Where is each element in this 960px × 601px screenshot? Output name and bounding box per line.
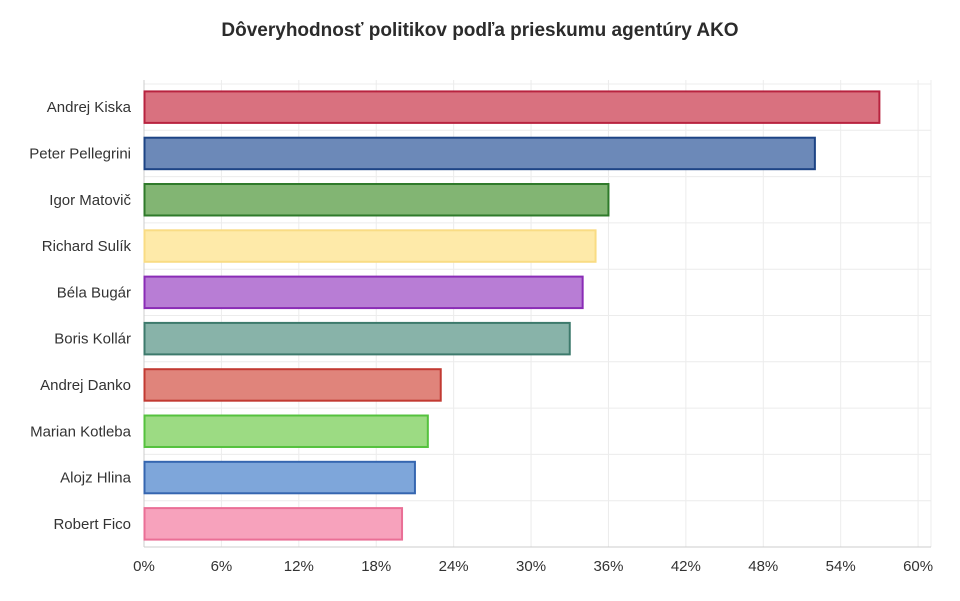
x-tick-label: 24% <box>439 558 469 575</box>
category-label: Richard Sulík <box>42 238 132 255</box>
category-label: Marian Kotleba <box>30 423 132 440</box>
bar <box>143 414 429 448</box>
category-label: Boris Kollár <box>54 331 131 348</box>
x-tick-label: 12% <box>284 558 314 575</box>
bar <box>143 275 584 310</box>
x-tick-label: 54% <box>826 558 856 575</box>
x-tick-label: 36% <box>593 558 623 575</box>
category-label: Andrej Danko <box>40 377 131 394</box>
chart-title: Dôveryhodnosť politikov podľa prieskumu … <box>221 20 739 41</box>
bar <box>143 460 416 495</box>
bar <box>143 229 597 263</box>
x-tick-label: 0% <box>133 558 155 575</box>
x-tick-label: 48% <box>748 558 778 575</box>
category-label: Alojz Hlina <box>60 470 132 487</box>
bars <box>143 90 881 541</box>
category-labels: Andrej Kiska Peter Pellegrini Igor Matovič… <box>29 99 131 533</box>
bar <box>143 136 816 171</box>
x-tick-label: 60% <box>903 558 933 575</box>
category-label: Igor Matovič <box>49 192 131 209</box>
bar <box>143 90 881 124</box>
x-tick-label: 30% <box>516 558 546 575</box>
bar <box>143 183 610 217</box>
category-label: Andrej Kiska <box>47 99 132 116</box>
bar <box>143 368 442 402</box>
category-label: Robert Fico <box>53 516 131 533</box>
category-label: Béla Bugár <box>57 284 131 301</box>
x-tick-label: 18% <box>361 558 391 575</box>
x-tick-label: 42% <box>671 558 701 575</box>
bar <box>143 321 571 356</box>
category-label: Peter Pellegrini <box>29 145 131 162</box>
grid-lines <box>143 80 932 548</box>
x-tick-label: 6% <box>211 558 233 575</box>
bar <box>143 507 404 541</box>
x-tick-labels: 0% 6% 12% 18% 24% 30% 36% 42% 48% 54% 60% <box>133 558 933 575</box>
